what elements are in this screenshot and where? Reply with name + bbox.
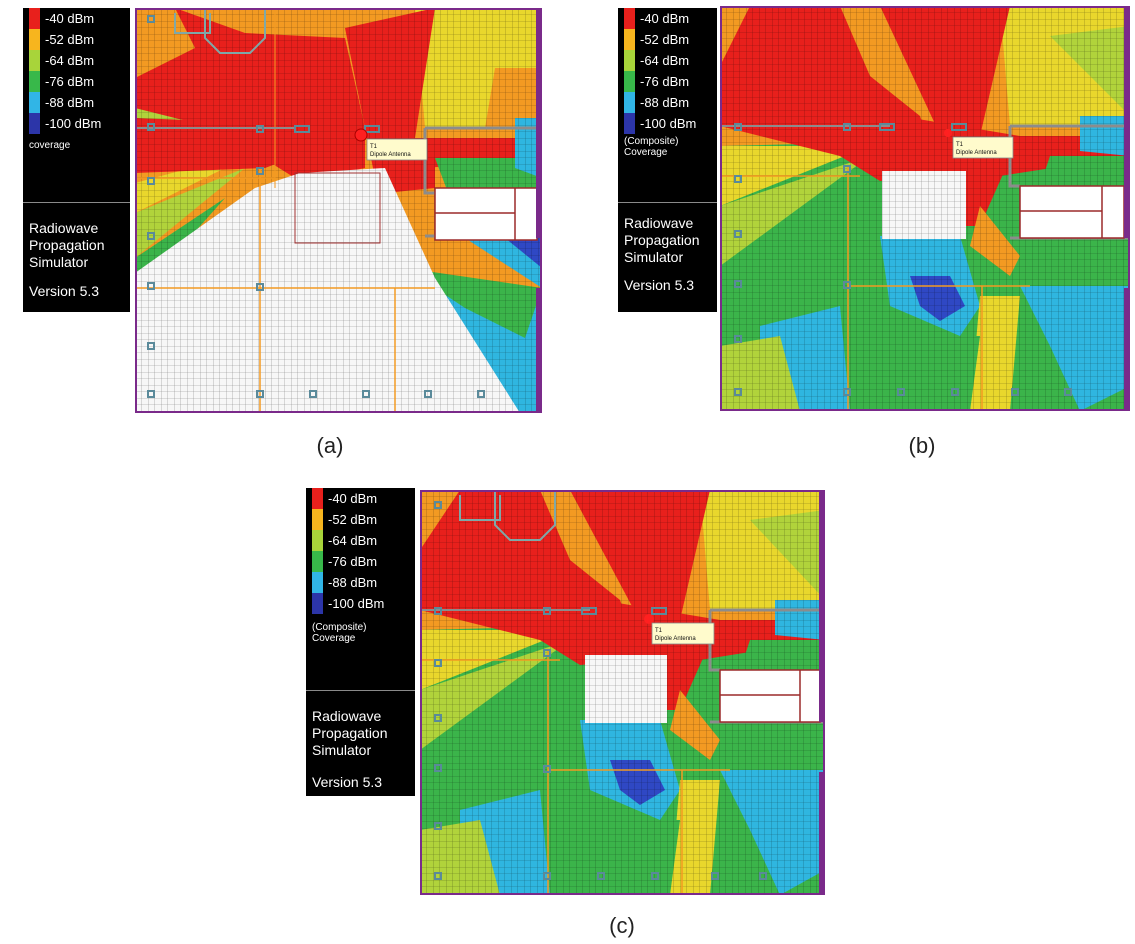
legend-divider <box>306 690 415 691</box>
legend-entry: -88 dBm <box>624 92 744 113</box>
version-label: Version 5.3 <box>624 277 695 293</box>
legend-swatch <box>312 593 323 614</box>
legend-entry: -64 dBm <box>312 530 432 551</box>
transmitter-marker[interactable] <box>944 129 952 137</box>
coverage-map-a: T1 Dipole Antenna <box>135 8 542 413</box>
coverage-map-c: T1 Dipole Antenna <box>420 490 825 895</box>
legend-entry: -64 dBm <box>29 50 149 71</box>
svg-text:T1: T1 <box>370 144 378 150</box>
legend-swatch <box>624 71 635 92</box>
legend-swatch <box>624 50 635 71</box>
legend-swatch <box>29 50 40 71</box>
legend-entry: -40 dBm <box>624 8 744 29</box>
legend-swatch <box>624 92 635 113</box>
legend-entry: -76 dBm <box>312 551 432 572</box>
legend-swatch <box>29 71 40 92</box>
legend-entry: -100 dBm <box>624 113 744 134</box>
legend-entry: -64 dBm <box>624 50 744 71</box>
legend-entry: -100 dBm <box>29 113 149 134</box>
svg-text:T1: T1 <box>956 142 964 148</box>
coverage-label: (Composite) Coverage <box>624 136 679 158</box>
legend-swatch <box>312 488 323 509</box>
legend-swatch <box>312 572 323 593</box>
coverage-label: (Composite) Coverage <box>312 622 367 644</box>
legend-b: -40 dBm -52 dBm -64 dBm -76 dBm -88 dBm … <box>618 8 717 312</box>
legend-entry: -100 dBm <box>312 593 432 614</box>
version-label: Version 5.3 <box>312 774 383 790</box>
legend-c: -40 dBm -52 dBm -64 dBm -76 dBm -88 dBm … <box>306 488 415 796</box>
coverage-map-b: T1 Dipole Antenna <box>720 6 1130 411</box>
legend-divider <box>23 202 130 203</box>
caption-a: (a) <box>316 433 344 458</box>
svg-text:Dipole Antenna: Dipole Antenna <box>655 636 696 642</box>
legend-swatch <box>29 29 40 50</box>
caption-c: (c) <box>609 913 635 938</box>
legend-swatch <box>312 530 323 551</box>
legend-entry: -52 dBm <box>312 509 432 530</box>
svg-text:T1: T1 <box>655 628 663 634</box>
legend-swatch <box>29 113 40 134</box>
legend-swatch <box>624 113 635 134</box>
transmitter-tooltip: T1 Dipole Antenna <box>651 622 715 645</box>
svg-text:Dipole Antenna: Dipole Antenna <box>956 150 997 156</box>
legend-entry: -52 dBm <box>29 29 149 50</box>
legend-swatch <box>312 551 323 572</box>
legend-swatch <box>312 509 323 530</box>
coverage-label: coverage <box>29 140 71 151</box>
legend-swatch <box>29 8 40 29</box>
transmitter-tooltip: T1 Dipole Antenna <box>952 136 1014 159</box>
legend-entry: -40 dBm <box>312 488 432 509</box>
caption-b: (b) <box>908 433 936 458</box>
legend-entry: -88 dBm <box>29 92 149 113</box>
legend-entry: -40 dBm <box>29 8 149 29</box>
simulator-name: Radiowave Propagation Simulator <box>312 708 388 758</box>
legend-entry: -88 dBm <box>312 572 432 593</box>
legend-divider <box>618 202 717 203</box>
transmitter-tooltip: T1 Dipole Antenna <box>366 138 428 161</box>
svg-text:Dipole Antenna: Dipole Antenna <box>370 152 411 158</box>
version-label: Version 5.3 <box>29 283 100 299</box>
legend-a: -40 dBm -52 dBm -64 dBm -76 dBm -88 dBm … <box>23 8 130 312</box>
transmitter-marker[interactable] <box>644 614 654 624</box>
legend-entry: -76 dBm <box>29 71 149 92</box>
legend-swatch <box>624 29 635 50</box>
simulator-name: Radiowave Propagation Simulator <box>29 220 105 270</box>
legend-swatch <box>624 8 635 29</box>
simulator-name: Radiowave Propagation Simulator <box>624 215 700 265</box>
legend-entry: -76 dBm <box>624 71 744 92</box>
transmitter-marker[interactable] <box>354 128 368 142</box>
legend-swatch <box>29 92 40 113</box>
legend-entry: -52 dBm <box>624 29 744 50</box>
